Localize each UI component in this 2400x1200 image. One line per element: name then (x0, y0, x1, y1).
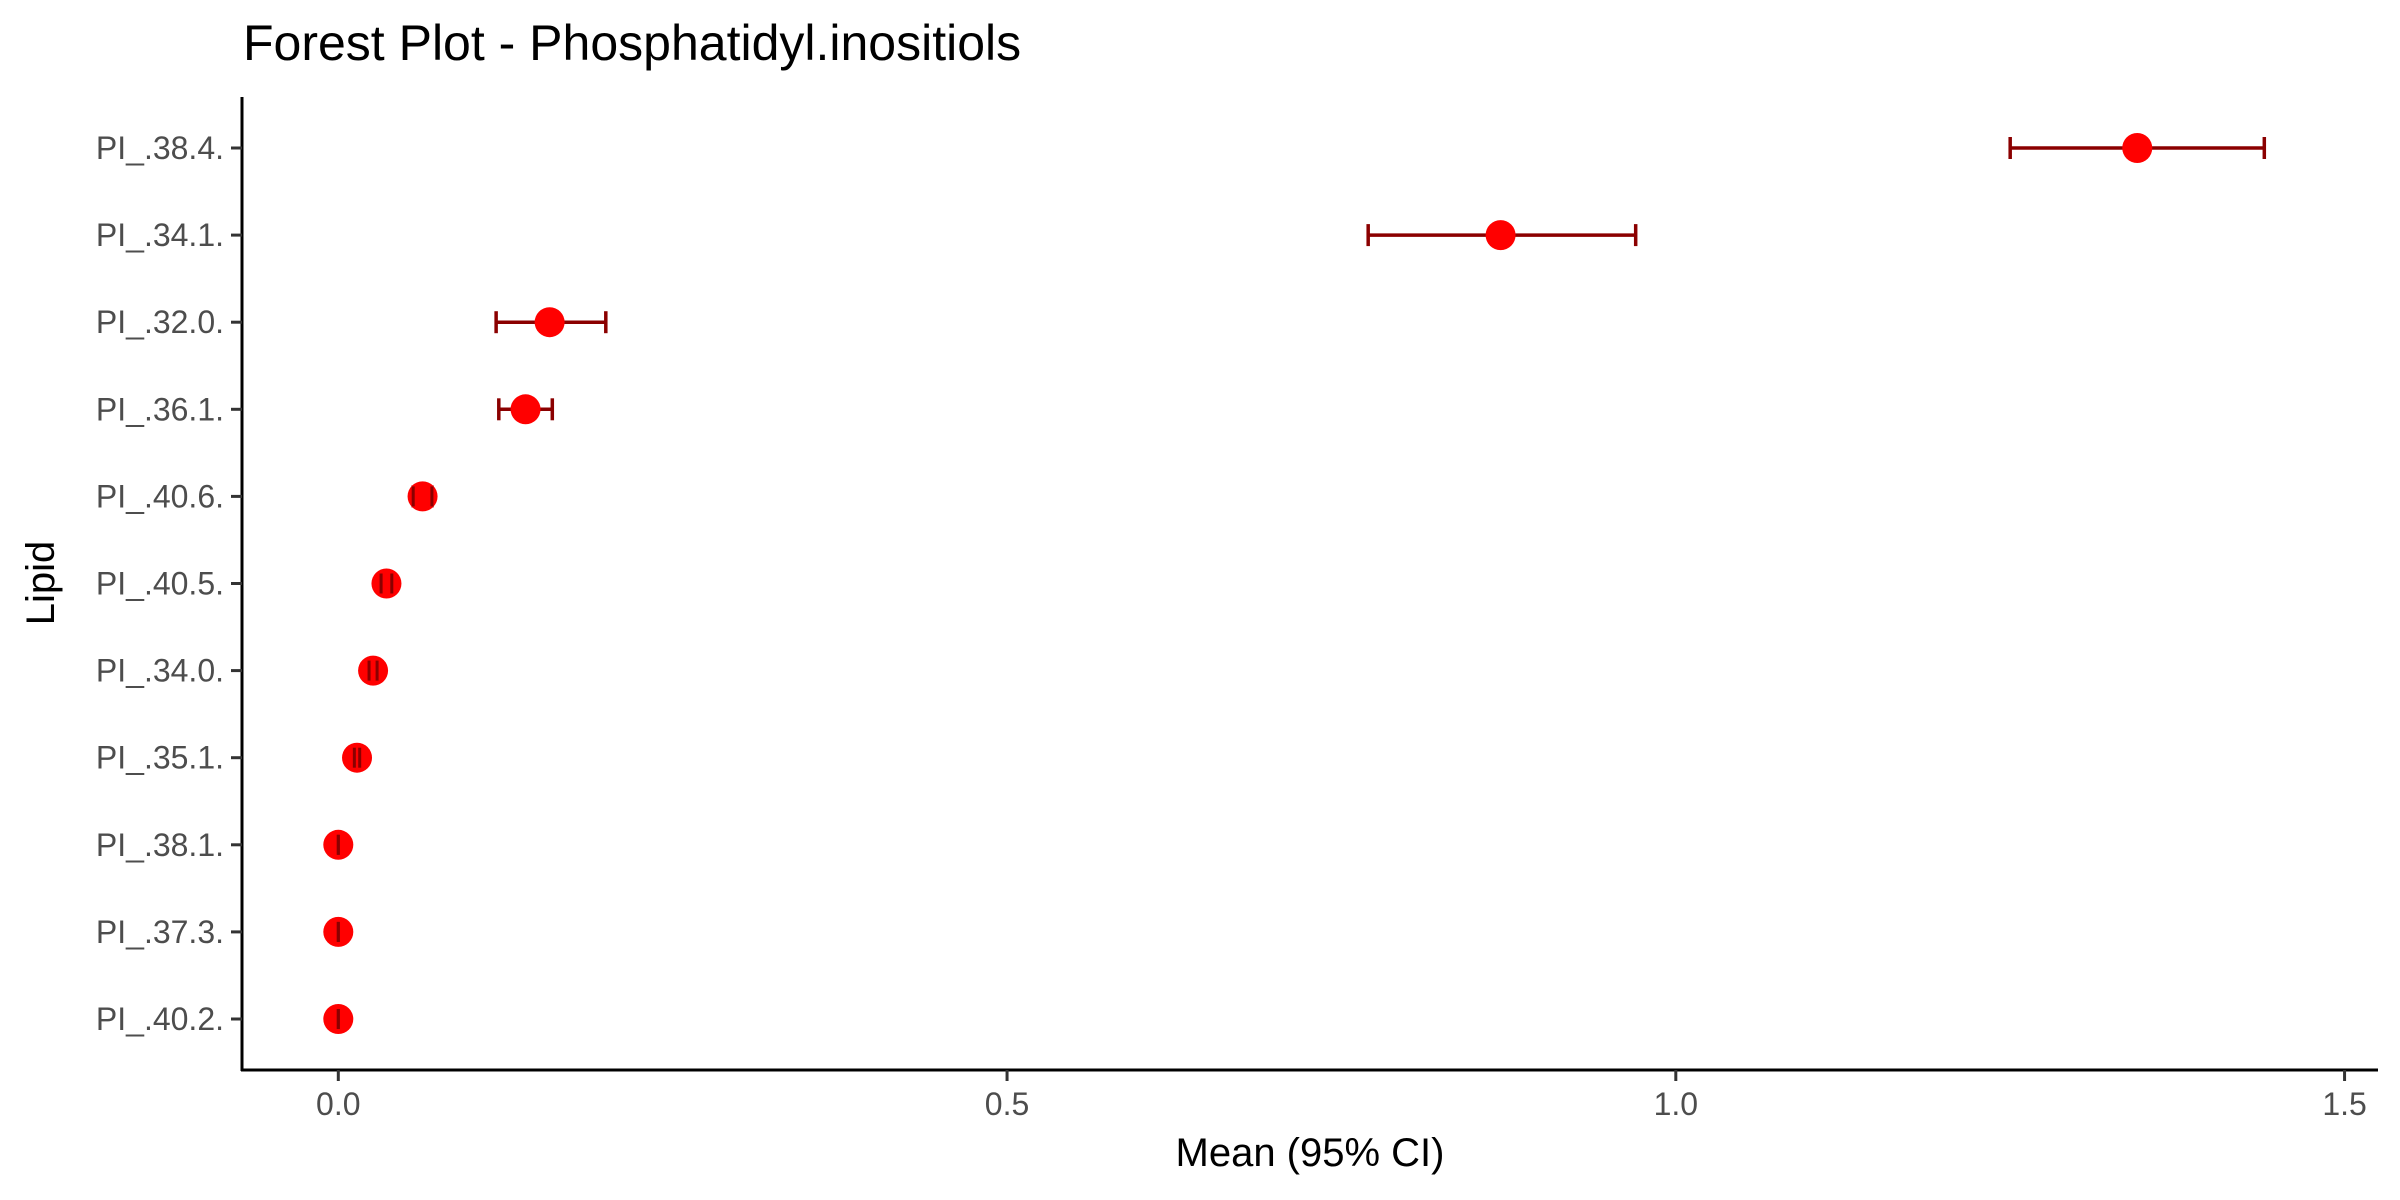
y-tick-label: PI_.34.0. (96, 653, 224, 689)
chart-title: Forest Plot - Phosphatidyl.inositiols (243, 15, 1022, 71)
mean-point (358, 655, 389, 686)
y-tick-label: PI_.40.5. (96, 566, 224, 602)
y-axis-title: Lipid (19, 541, 63, 626)
y-tick-label: PI_.40.6. (96, 478, 224, 514)
y-tick-label: PI_.40.2. (96, 1001, 224, 1037)
x-tick-label: 1.0 (1654, 1086, 1698, 1122)
x-axis-title: Mean (95% CI) (1176, 1131, 1445, 1175)
y-tick-label: PI_.38.4. (96, 130, 224, 166)
y-tick-label: PI_.32.0. (96, 304, 224, 340)
mean-point (2122, 133, 2153, 163)
error-bar-overlay (411, 486, 434, 507)
mean-point (407, 481, 438, 512)
mean-points (323, 133, 2153, 1034)
y-axis-ticks: PI_.38.4. PI_.34.1. PI_.32.0. PI_.36.1. PI_.… (96, 130, 242, 1037)
error-bar-overlay (379, 573, 394, 594)
mean-point (510, 394, 541, 425)
error-bars (336, 137, 2267, 1030)
x-tick-label: 0.5 (985, 1086, 1029, 1122)
x-axis-ticks: 0.0 0.5 1.0 1.5 (316, 1070, 2367, 1122)
y-tick-label: PI_.35.1. (96, 740, 224, 776)
mean-point (342, 742, 373, 773)
error-bar-overlay (352, 747, 362, 768)
y-tick-label: PI_.37.3. (96, 914, 224, 950)
mean-point (1485, 220, 1516, 251)
y-tick-label: PI_.36.1. (96, 391, 224, 427)
x-tick-label: 1.5 (2322, 1086, 2366, 1122)
mean-point (534, 307, 565, 338)
y-tick-label: PI_.38.1. (96, 827, 224, 863)
error-bar-overlay (367, 660, 379, 681)
mean-point (371, 568, 402, 599)
x-tick-label: 0.0 (316, 1086, 360, 1122)
y-tick-label: PI_.34.1. (96, 217, 224, 253)
